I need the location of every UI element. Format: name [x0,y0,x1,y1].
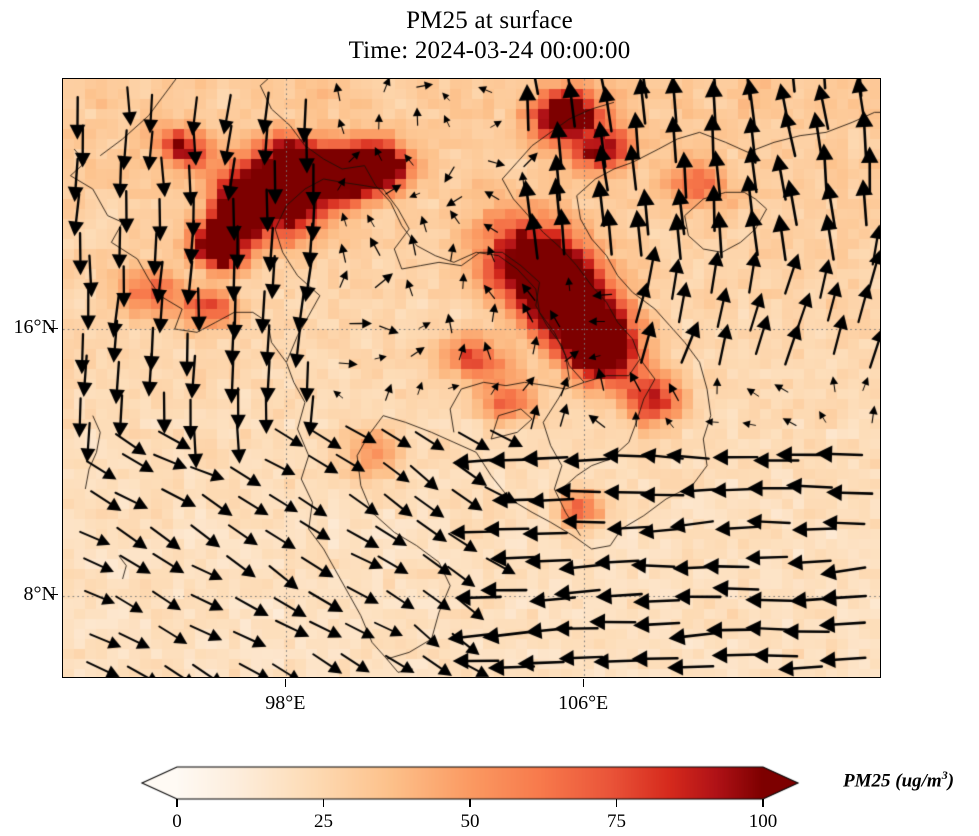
colorbar-label-text: PM25 (ug/m [843,770,942,792]
map-plot-area[interactable] [62,78,881,678]
colorbar-tick-label-1: 25 [314,811,333,832]
colorbar-tick-label-4: 100 [748,811,778,832]
ytick-label-0: 8°N [23,582,56,605]
latitude-axis: 8°N 16°N [0,78,58,678]
ytick-mark-0 [49,594,58,596]
longitude-axis: 98°E 106°E [0,679,979,714]
colorbar-tick-mark-0 [176,799,178,807]
title-variable: PM25 at surface [406,7,573,34]
xtick-mark-0 [284,679,286,687]
colorbar-gradient [140,765,800,801]
colorbar-label-exponent: 3 [941,768,948,782]
wind-vector-layer [63,79,880,677]
colorbar-tick-mark-4 [762,799,764,807]
xtick-label-1: 106°E [558,692,609,714]
colorbar-tick-mark-3 [615,799,618,807]
colorbar-label: PM25 (ug/m3) [843,768,954,792]
title-timestamp: Time: 2024-03-24 00:00:00 [348,36,631,64]
colorbar-tick-label-2: 50 [460,811,480,832]
xtick-mark-1 [582,679,584,687]
xtick-label-0: 98°E [265,692,306,714]
figure-title: PM25 at surface Time: 2024-03-24 00:00:0… [0,6,979,65]
colorbar-tick-label-0: 0 [172,811,182,832]
colorbar-tick-label-3: 75 [607,811,626,832]
colorbar-tick-mark-1 [322,799,325,807]
ytick-label-1: 16°N [13,316,56,338]
colorbar-tick-mark-2 [469,799,471,807]
ytick-mark-1 [49,327,58,329]
colorbar-ticks: 0 25 50 75 100 [0,799,979,835]
colorbar-label-tail: ) [947,770,955,792]
colorbar[interactable]: 0 25 50 75 100 [0,755,979,836]
